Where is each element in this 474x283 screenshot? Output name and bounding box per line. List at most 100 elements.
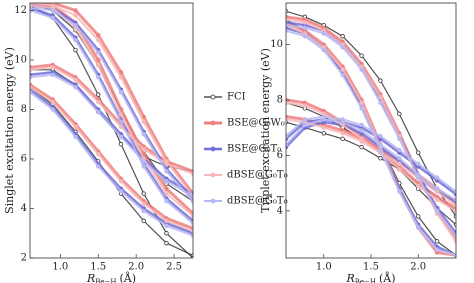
marker: [340, 67, 345, 72]
x-label-unit: (Å): [120, 271, 137, 283]
marker: [302, 103, 308, 108]
curve: [30, 6, 193, 222]
marker: [340, 136, 345, 142]
x-label-sub: Be−H: [355, 278, 376, 283]
marker: [453, 239, 456, 244]
marker: [302, 34, 308, 39]
marker: [416, 214, 421, 219]
marker: [50, 99, 55, 105]
marker: [73, 37, 78, 43]
marker: [164, 169, 169, 174]
curve: [30, 73, 193, 197]
curve: [30, 91, 193, 237]
marker: [397, 136, 402, 142]
marker: [453, 222, 456, 227]
y-tick-label: 8: [21, 104, 27, 115]
marker: [453, 233, 456, 239]
marker: [50, 15, 55, 21]
marker: [321, 47, 326, 53]
curve: [30, 66, 193, 175]
marker: [118, 70, 124, 75]
marker: [340, 117, 345, 122]
marker: [359, 106, 364, 111]
marker: [96, 57, 101, 63]
marker: [340, 34, 345, 39]
marker: [434, 208, 440, 214]
marker: [434, 186, 440, 191]
curve: [286, 24, 456, 237]
marker: [73, 134, 78, 139]
marker: [73, 84, 78, 90]
marker: [378, 100, 383, 105]
marker: [397, 111, 402, 117]
y-tick-label: 4: [21, 203, 27, 214]
marker: [73, 77, 78, 82]
marker: [397, 147, 402, 153]
y-axis-label: Triplet excitation energy (eV): [259, 48, 272, 213]
axis-frame: [29, 2, 194, 259]
curve: [30, 83, 193, 230]
marker: [359, 139, 364, 144]
marker: [73, 124, 78, 129]
curve: [30, 63, 193, 173]
marker: [359, 53, 364, 58]
marker: [141, 218, 146, 224]
marker: [141, 201, 146, 206]
marker: [164, 186, 169, 191]
marker: [302, 20, 308, 25]
curve: [286, 118, 456, 207]
marker: [397, 189, 402, 194]
marker: [96, 99, 101, 105]
marker: [96, 109, 101, 115]
marker: [164, 218, 169, 224]
x-axis-label: RBe−H (Å): [86, 271, 136, 283]
curve: [30, 88, 193, 235]
marker: [96, 92, 101, 97]
marker: [397, 161, 402, 166]
legend-label: dBSE@G₀T₀: [227, 196, 288, 207]
curve: [30, 4, 193, 217]
curve: [30, 3, 193, 197]
curve: [30, 69, 193, 172]
marker: [96, 50, 101, 55]
marker: [118, 75, 124, 80]
marker: [118, 188, 124, 194]
marker: [321, 31, 326, 36]
marker: [141, 119, 146, 125]
marker: [141, 132, 146, 137]
marker: [397, 156, 402, 161]
marker: [96, 151, 101, 157]
curve: [30, 4, 193, 215]
curve: [30, 4, 193, 258]
marker: [141, 208, 146, 214]
marker: [453, 208, 456, 214]
legend-label: dBSE@G₀T₀: [227, 170, 288, 181]
curve: [30, 71, 193, 195]
marker: [340, 45, 345, 50]
marker: [416, 225, 421, 230]
legend-marker: [210, 94, 216, 100]
legend-marker: [210, 172, 216, 178]
marker: [359, 128, 364, 133]
marker: [118, 89, 124, 95]
marker: [302, 117, 308, 122]
marker: [164, 191, 169, 196]
marker: [434, 239, 440, 244]
curve: [286, 115, 456, 193]
legend-label: BSE@G₀T₀: [227, 144, 281, 155]
legend-marker: [210, 146, 216, 152]
marker: [453, 189, 456, 194]
marker: [321, 131, 326, 136]
marker: [50, 72, 55, 77]
marker: [416, 161, 421, 166]
marker: [416, 172, 421, 178]
x-tick-label: 1.0: [52, 262, 68, 273]
x-label-symbol: R: [345, 272, 354, 283]
y-tick-label: 4: [277, 205, 283, 216]
x-tick-label: 2.0: [128, 262, 144, 273]
marker: [96, 164, 101, 169]
marker: [73, 13, 78, 18]
x-tick-label: 2.0: [410, 262, 426, 273]
marker: [378, 133, 383, 139]
marker: [416, 183, 421, 189]
